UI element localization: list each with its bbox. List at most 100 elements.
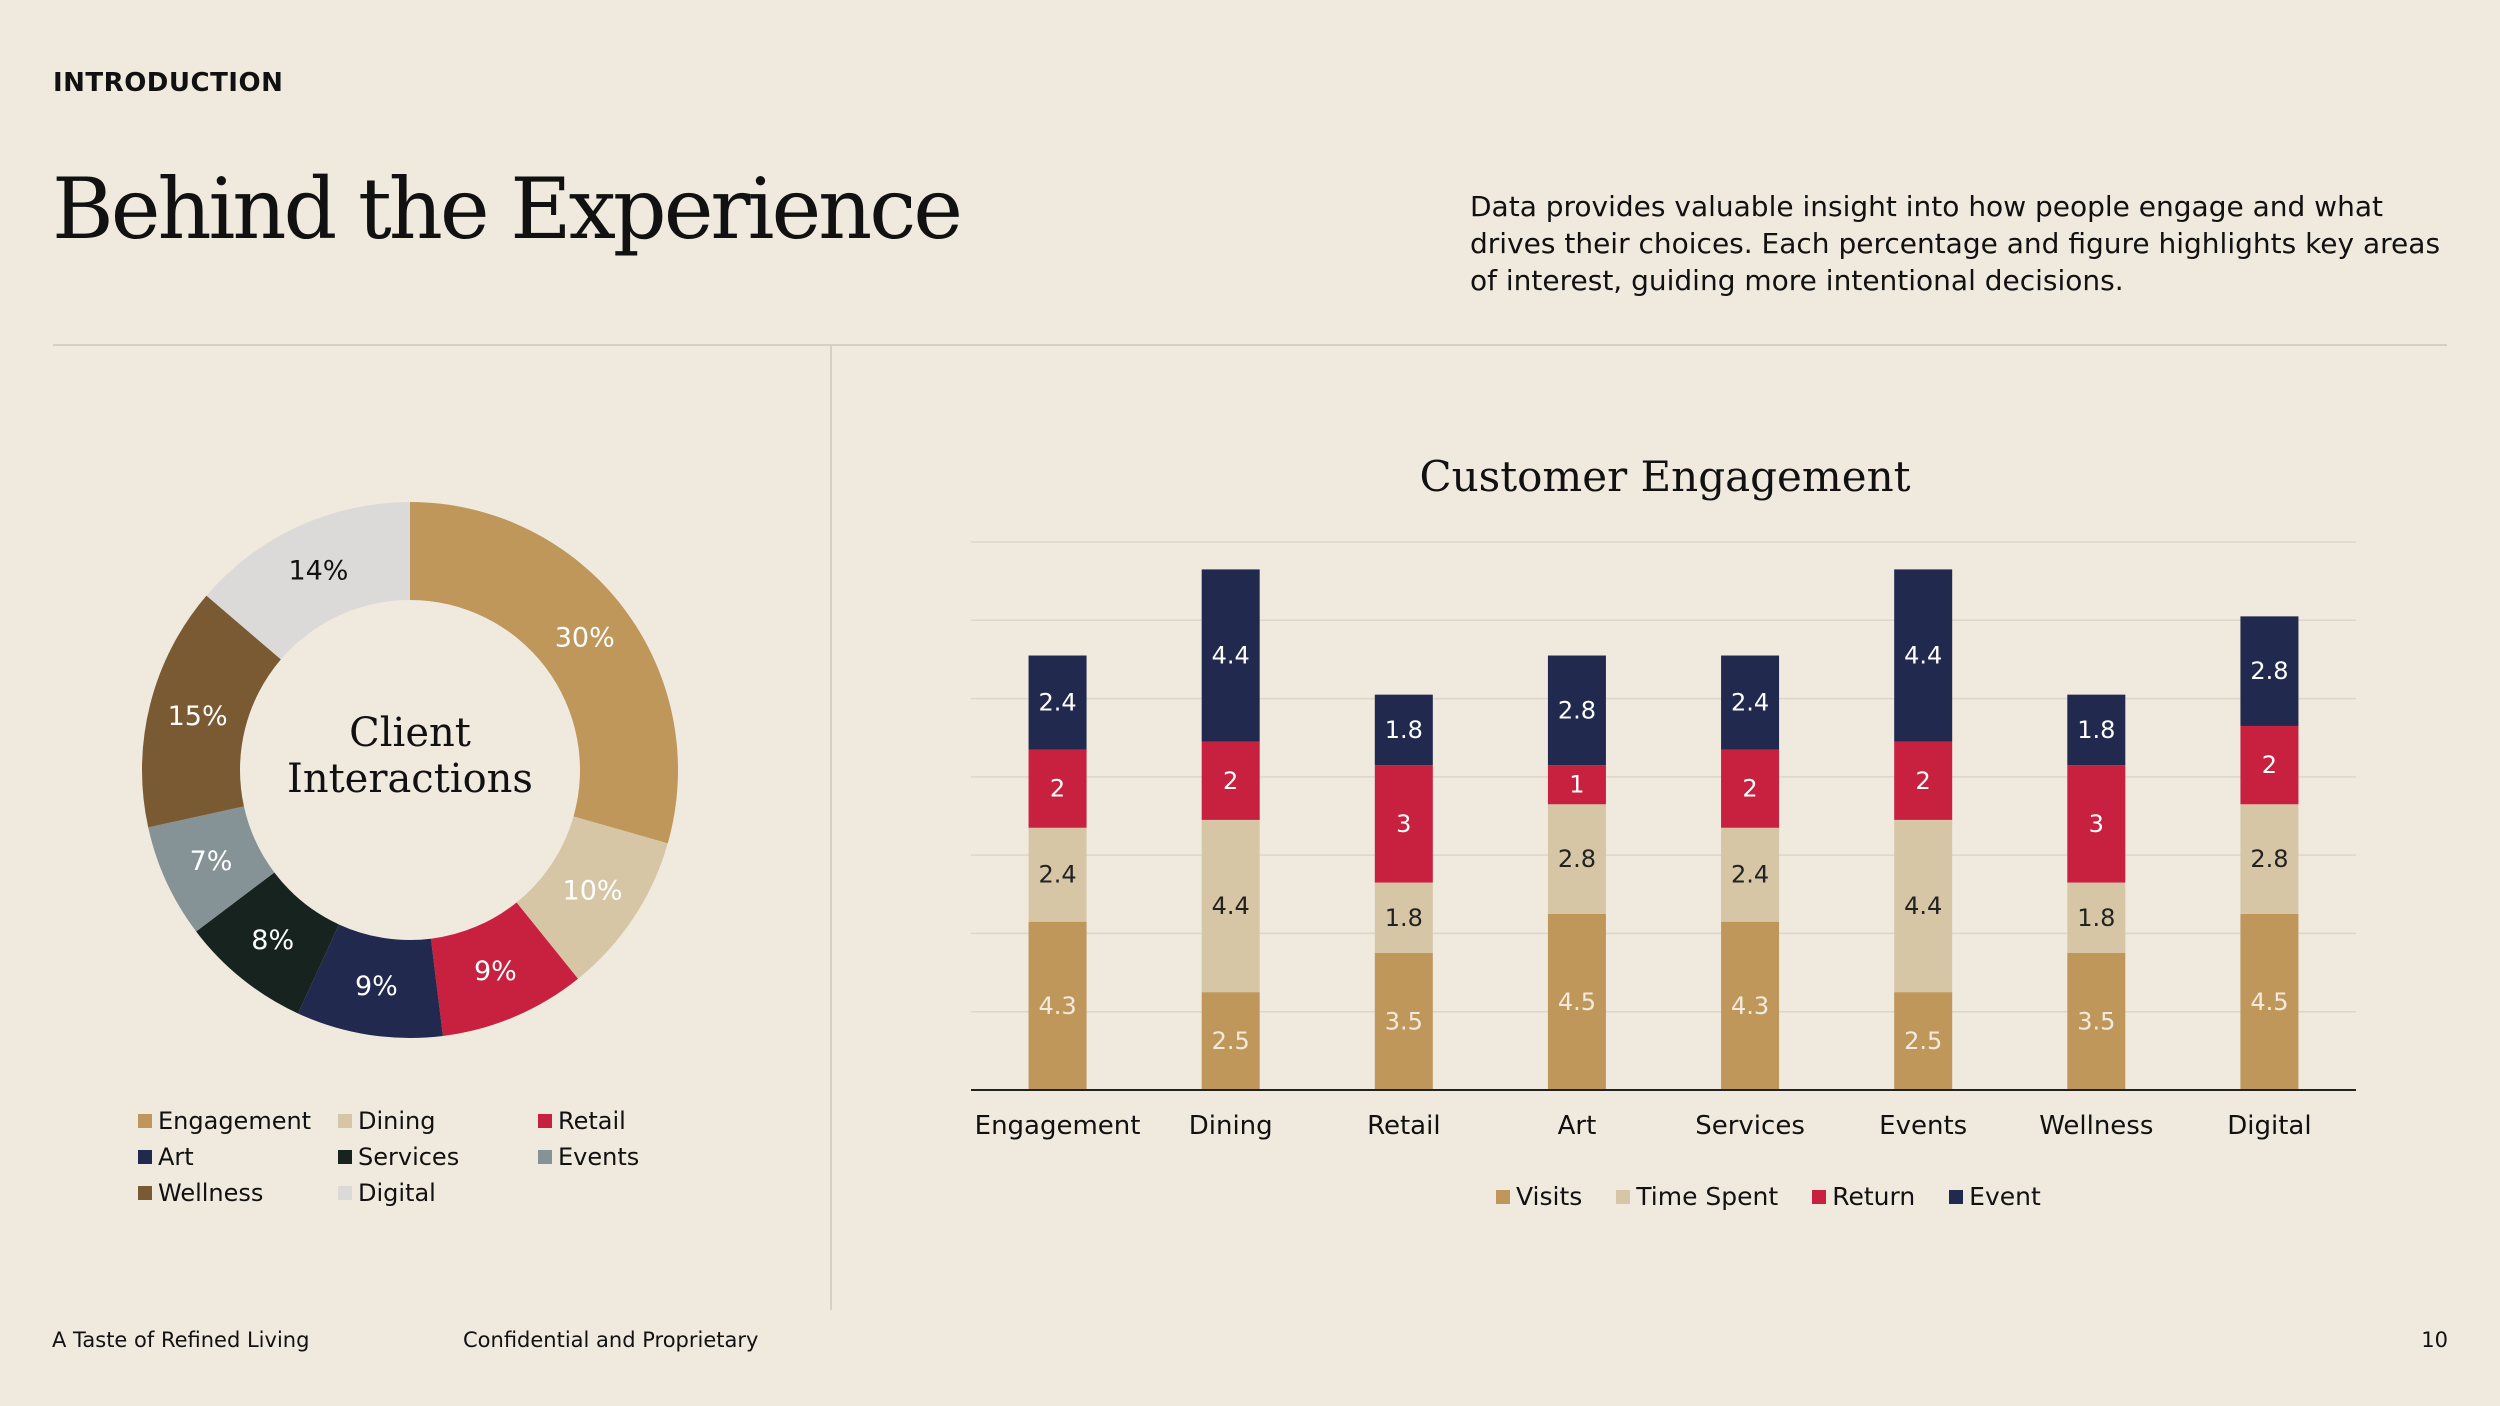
bar-legend-item-return: Return [1812, 1182, 1915, 1212]
data-label-digital-event: 2.8 [2250, 657, 2288, 685]
donut-legend-item-dining: Dining [338, 1106, 538, 1136]
data-label-dining-time-spent: 4.4 [1212, 892, 1250, 920]
donut-slice-services [196, 872, 339, 1014]
data-label-services-return: 2 [1742, 775, 1757, 803]
donut-slice-events [148, 806, 275, 932]
bar-segment-retail-time-spent [1374, 882, 1433, 953]
x-tick-label-digital: Digital [2227, 1111, 2311, 1141]
legend-swatch [138, 1186, 152, 1200]
donut-label-services: 8% [251, 925, 294, 956]
bar-segment-retail-event [1374, 694, 1433, 766]
data-label-wellness-time-spent: 1.8 [2077, 904, 2115, 932]
donut-legend-item-art: Art [138, 1142, 338, 1172]
data-label-engagement-visits: 4.3 [1038, 992, 1076, 1020]
data-label-art-event: 2.8 [1558, 696, 1596, 724]
bar-segment-dining-event [1201, 569, 1260, 742]
bar-segment-art-visits [1547, 913, 1606, 1090]
bar-segment-digital-event [2240, 616, 2299, 726]
legend-label: Dining [358, 1107, 436, 1135]
donut-legend-item-wellness: Wellness [138, 1178, 338, 1208]
bar-segment-services-return [1721, 749, 1780, 828]
bar-segment-dining-return [1201, 741, 1260, 820]
data-label-events-event: 4.4 [1904, 642, 1942, 670]
data-label-events-return: 2 [1916, 767, 1931, 795]
bar-legend-item-visits: Visits [1496, 1182, 1582, 1212]
data-label-services-visits: 4.3 [1731, 992, 1769, 1020]
legend-label: Return [1832, 1182, 1916, 1211]
x-tick-label-services: Services [1695, 1111, 1805, 1141]
donut-legend-item-services: Services [338, 1142, 538, 1172]
x-tick-label-retail: Retail [1367, 1111, 1440, 1141]
section-label: INTRODUCTION [53, 68, 284, 98]
bar-segment-events-visits [1894, 992, 1953, 1090]
data-label-retail-return: 3 [1396, 810, 1411, 838]
data-label-art-visits: 4.5 [1558, 988, 1596, 1016]
donut-legend-item-engagement: Engagement [138, 1106, 338, 1136]
data-label-retail-event: 1.8 [1385, 716, 1423, 744]
page-title: Behind the Experience [52, 160, 963, 258]
bar-segment-events-event [1894, 569, 1953, 742]
legend-swatch [1949, 1190, 1964, 1204]
donut-label-wellness: 15% [168, 701, 228, 732]
bar-segment-engagement-return [1028, 749, 1087, 828]
donut-legend-item-events: Events [538, 1142, 698, 1172]
bar-legend: Visits Time Spent Return Event [1496, 1182, 2041, 1212]
bar-segment-events-time-spent [1894, 819, 1953, 993]
bar-segment-services-visits [1721, 921, 1780, 1090]
bar-segment-art-time-spent [1547, 804, 1606, 914]
bar-segment-events-return [1894, 741, 1953, 820]
data-label-engagement-event: 2.4 [1038, 688, 1076, 716]
data-label-wellness-visits: 3.5 [2077, 1008, 2115, 1036]
bar-segment-engagement-visits [1028, 921, 1087, 1090]
bar-segment-wellness-time-spent [2067, 882, 2126, 953]
bar-segment-digital-visits [2240, 913, 2299, 1090]
header-divider [53, 344, 2447, 346]
page-number: 10 [2421, 1328, 2448, 1352]
donut-center-label: Client Interactions [230, 710, 590, 802]
intro-description: Data provides valuable insight into how … [1470, 190, 2441, 297]
data-label-services-time-spent: 2.4 [1731, 861, 1769, 889]
legend-label: Digital [358, 1179, 436, 1207]
bar-legend-item-time-spent: Time Spent [1616, 1182, 1778, 1212]
donut-legend-item-digital: Digital [338, 1178, 538, 1208]
legend-swatch [1616, 1190, 1631, 1204]
bar-segment-art-return [1547, 765, 1606, 805]
data-label-digital-return: 2 [2262, 751, 2277, 779]
bar-chart-title: Customer Engagement [1419, 452, 1911, 501]
data-label-wellness-event: 1.8 [2077, 716, 2115, 744]
data-label-events-visits: 2.5 [1904, 1027, 1942, 1055]
bar-segment-engagement-event [1028, 655, 1087, 750]
data-label-retail-time-spent: 1.8 [1385, 904, 1423, 932]
stacked-bar-chart: 4.3 2.4 2 2.4 Engagement 2.5 4.4 2 4.4 Dining 3.5 1… [971, 541, 2356, 1141]
bar-segment-digital-return [2240, 725, 2299, 805]
data-label-engagement-return: 2 [1050, 775, 1065, 803]
legend-label: Retail [558, 1107, 626, 1135]
bar-segment-wellness-return [2067, 765, 2126, 883]
donut-label-retail: 9% [474, 956, 517, 987]
legend-swatch [338, 1114, 352, 1128]
donut-label-art: 9% [355, 971, 398, 1002]
bar-segment-wellness-visits [2067, 953, 2126, 1090]
column-divider [830, 346, 832, 1310]
legend-swatch [138, 1150, 152, 1164]
legend-label: Time Spent [1636, 1182, 1779, 1211]
data-label-dining-visits: 2.5 [1212, 1027, 1250, 1055]
footer-confidential: Confidential and Proprietary [463, 1328, 759, 1352]
data-label-retail-visits: 3.5 [1385, 1008, 1423, 1036]
data-label-dining-event: 4.4 [1212, 642, 1250, 670]
donut-slice-wellness [142, 595, 281, 828]
legend-label: Events [558, 1143, 640, 1171]
legend-swatch [538, 1114, 552, 1128]
legend-swatch [338, 1186, 352, 1200]
bar-segment-services-time-spent [1721, 827, 1780, 922]
donut-slice-digital [206, 502, 410, 660]
donut-center-line2: Interactions [287, 756, 533, 802]
bar-segment-engagement-time-spent [1028, 827, 1087, 922]
donut-label-events: 7% [190, 846, 233, 877]
bar-segment-retail-visits [1374, 953, 1433, 1090]
bar-segment-digital-time-spent [2240, 804, 2299, 914]
donut-legend: Engagement Dining Retail Art Services Events W… [138, 1106, 698, 1208]
legend-label: Art [158, 1143, 194, 1171]
donut-slice-retail [430, 902, 579, 1036]
bar-segment-retail-return [1374, 765, 1433, 883]
